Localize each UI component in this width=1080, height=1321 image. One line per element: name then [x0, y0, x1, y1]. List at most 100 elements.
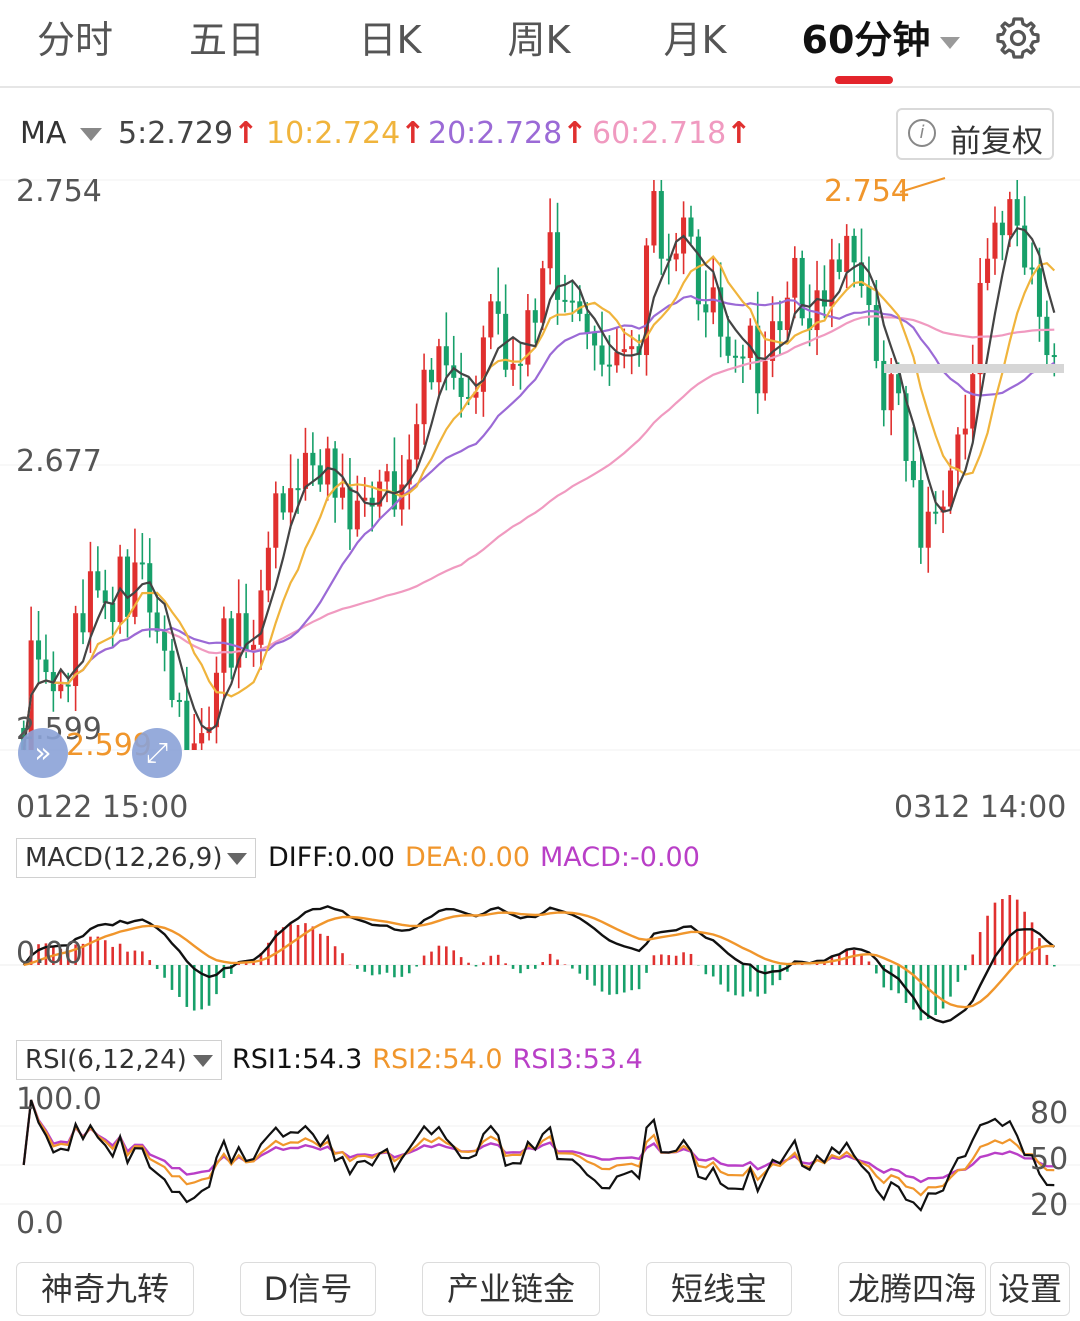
magic-nine-button[interactable]: 神奇九转 — [16, 1262, 194, 1316]
candle — [962, 394, 968, 460]
rsi-chart[interactable] — [0, 1090, 1080, 1240]
tab-intraday[interactable]: 分时 — [36, 18, 113, 62]
candle-body — [110, 602, 116, 623]
candle-body — [695, 236, 701, 305]
candle-body — [592, 332, 598, 346]
candle-body — [236, 613, 242, 668]
candle — [910, 427, 916, 488]
candle-body — [176, 699, 182, 702]
tab-five-day[interactable]: 五日 — [188, 18, 265, 62]
candle-body — [391, 471, 397, 510]
ma5-line — [22, 226, 1056, 751]
candle — [532, 298, 538, 344]
chevron-down-icon[interactable] — [80, 128, 102, 141]
candle-body — [658, 191, 664, 259]
price-adjust-label: 前复权 — [950, 124, 1043, 160]
candle — [310, 432, 316, 486]
candle-body — [332, 448, 338, 498]
macd-dea-line — [23, 911, 1055, 1009]
candle-body — [955, 434, 961, 471]
candlestick-chart[interactable] — [0, 170, 1080, 780]
ma5-value: 5:2.729↑ — [118, 116, 259, 151]
tab-monthly-k[interactable]: 月K — [663, 18, 727, 62]
dragon-soaring-button[interactable]: 龙腾四海 — [838, 1262, 986, 1316]
candle — [643, 238, 650, 376]
candle — [784, 281, 790, 342]
candle-body — [95, 571, 101, 591]
candle — [599, 311, 605, 377]
tab-weekly-k[interactable]: 周K — [507, 18, 571, 62]
short-term-treasure-button[interactable]: 短线宝 — [646, 1262, 792, 1316]
candle-body — [1022, 225, 1028, 268]
candle-body — [866, 285, 872, 306]
price-adjust-button[interactable]: i 前复权 — [896, 108, 1054, 160]
macd-selector[interactable]: MACD(12,26,9) — [16, 838, 256, 878]
candle-body — [436, 346, 442, 383]
candle — [955, 427, 961, 487]
candle — [36, 610, 42, 685]
candle-body — [829, 259, 835, 307]
candle-body — [688, 217, 694, 237]
candle-body — [873, 305, 879, 361]
candle-body — [377, 481, 383, 507]
rsi-values: RSI1:54.3 RSI2:54.0 RSI3:53.4 — [232, 1044, 653, 1075]
gear-icon[interactable] — [994, 14, 1042, 62]
candle — [651, 180, 657, 253]
ma-label: MA — [20, 116, 67, 151]
candle — [347, 458, 353, 550]
candle — [191, 713, 197, 750]
candle — [503, 284, 509, 378]
rsi-tick-80: 80 — [1030, 1096, 1069, 1131]
candle-body — [606, 364, 612, 367]
candle-body — [132, 562, 138, 617]
candle — [710, 257, 716, 325]
fullscreen-icon[interactable]: ⤢ — [132, 728, 182, 778]
rsi2-line — [22, 1099, 1055, 1197]
candle — [154, 591, 160, 644]
candle-body — [36, 640, 42, 660]
candle — [770, 296, 776, 378]
candle-body — [896, 374, 902, 394]
candle — [540, 260, 546, 331]
candle-body — [265, 547, 271, 591]
candle-body — [547, 232, 553, 269]
candle — [480, 325, 486, 417]
macd-values: DIFF:0.00 DEA:0.00 MACD:-0.00 — [268, 842, 710, 873]
candle-body — [836, 259, 842, 272]
candle — [1044, 300, 1050, 367]
candle — [614, 327, 620, 373]
tab-60-minute[interactable]: 60分钟 — [796, 12, 966, 68]
candle-body — [184, 700, 190, 750]
candle — [428, 357, 435, 390]
industry-chain-button[interactable]: 产业链金 — [422, 1262, 600, 1316]
candle-body — [1007, 199, 1013, 236]
candle-body — [480, 337, 486, 392]
candle-body — [947, 470, 954, 507]
rsi-selector[interactable]: RSI(6,12,24) — [16, 1040, 222, 1080]
expand-left-icon[interactable]: » — [18, 728, 68, 778]
rsi-tick-20: 20 — [1030, 1188, 1069, 1223]
candle-body — [985, 258, 991, 283]
tab-daily-k[interactable]: 日K — [358, 18, 422, 62]
settings-button[interactable]: 设置 — [990, 1262, 1070, 1316]
candle — [369, 481, 375, 532]
rsi-tick-50: 50 — [1030, 1142, 1069, 1177]
candle — [747, 318, 753, 370]
candle-body — [310, 452, 316, 466]
candle-body — [362, 497, 368, 501]
macd-chart[interactable] — [0, 880, 1080, 1030]
candle — [695, 229, 701, 321]
chevron-down-icon — [227, 853, 247, 865]
candle-body — [599, 345, 605, 365]
candle — [332, 441, 338, 523]
candle-body — [280, 493, 286, 513]
candle — [354, 475, 360, 537]
candle — [184, 666, 190, 750]
candle — [621, 328, 627, 369]
d-signal-button[interactable]: D信号 — [240, 1262, 376, 1316]
candle — [265, 531, 271, 603]
rsi2-value: RSI2:54.0 — [372, 1044, 503, 1075]
candle — [555, 202, 561, 325]
candle — [414, 403, 420, 472]
candle-body — [777, 321, 783, 331]
